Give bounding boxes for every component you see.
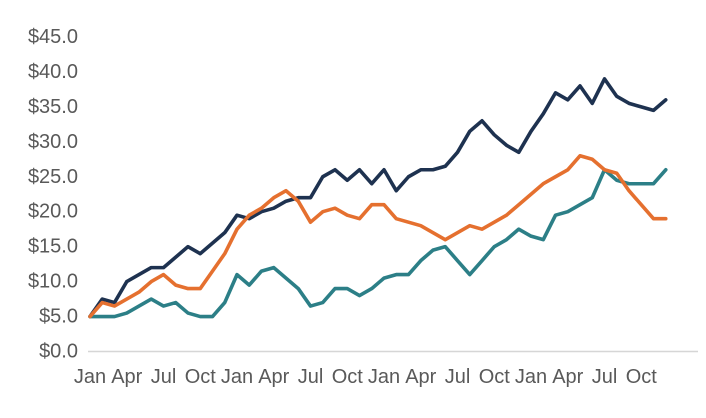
y-tick-label: $40.0	[28, 61, 78, 83]
y-tick-label: $45.0	[28, 26, 78, 48]
y-tick-label: $30.0	[28, 131, 78, 153]
y-tick-label: $35.0	[28, 96, 78, 118]
y-tick-label: $5.0	[39, 306, 78, 328]
y-tick-label: $0.0	[39, 341, 78, 363]
x-tick-label: Apr	[405, 366, 436, 388]
x-tick-label: Apr	[552, 366, 583, 388]
x-tick-label: Oct	[626, 366, 658, 388]
x-tick-label: Oct	[185, 366, 217, 388]
y-tick-label: $25.0	[28, 166, 78, 188]
x-tick-label: Jul	[445, 366, 471, 388]
teal-series-line	[88, 167, 668, 319]
x-tick-label: Jul	[151, 366, 177, 388]
x-tick-label: Jan	[74, 366, 106, 388]
x-tick-label: Jan	[221, 366, 253, 388]
y-tick-label: $20.0	[28, 201, 78, 223]
x-tick-label: Apr	[111, 366, 142, 388]
orange-series-line	[88, 153, 668, 319]
y-tick-label: $15.0	[28, 236, 78, 258]
navy-series-line	[88, 77, 668, 319]
y-tick-label: $10.0	[28, 271, 78, 293]
x-tick-label: Oct	[479, 366, 511, 388]
x-tick-label: Jan	[515, 366, 547, 388]
x-tick-label: Oct	[332, 366, 364, 388]
x-tick-label: Jul	[298, 366, 324, 388]
x-tick-label: Jul	[592, 366, 618, 388]
x-tick-label: Apr	[258, 366, 289, 388]
x-tick-label: Jan	[368, 366, 400, 388]
